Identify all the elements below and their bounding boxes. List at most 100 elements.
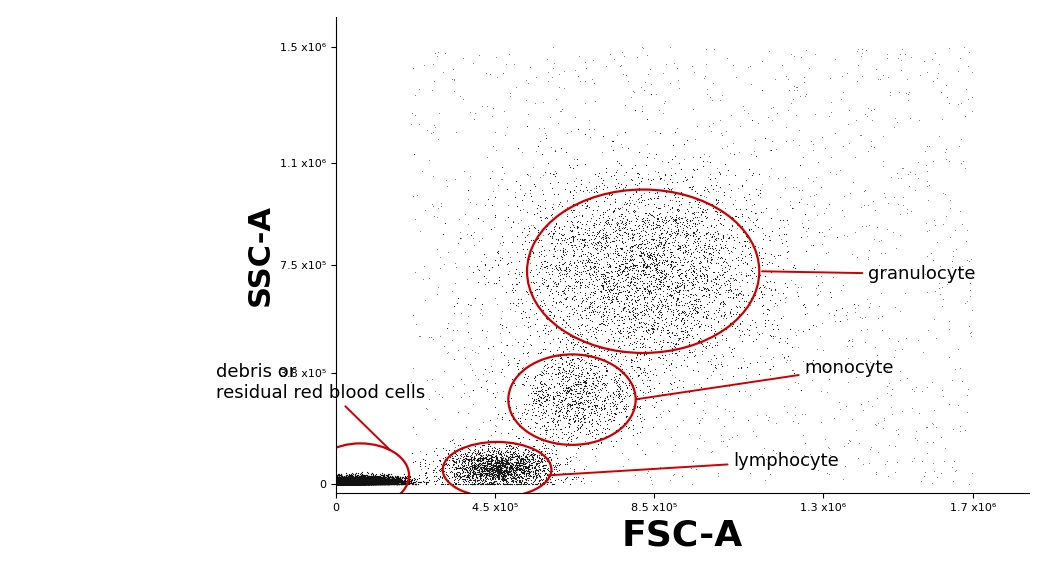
Point — [355, 470, 372, 479]
Point — [534, 401, 551, 411]
Point — [793, 385, 810, 394]
Point — [698, 89, 715, 99]
Point — [626, 321, 643, 330]
Point — [561, 419, 578, 428]
Point — [640, 355, 657, 364]
Point — [740, 325, 757, 335]
Point — [547, 391, 564, 400]
Point — [344, 474, 361, 484]
Point — [963, 327, 980, 336]
Point — [339, 476, 356, 485]
Point — [662, 248, 678, 257]
Point — [520, 475, 537, 484]
Point — [354, 477, 371, 487]
Point — [352, 477, 369, 486]
Point — [681, 198, 698, 207]
Point — [511, 205, 528, 214]
Point — [854, 314, 870, 323]
Point — [625, 310, 642, 320]
Point — [343, 476, 360, 485]
Point — [546, 229, 563, 238]
Point — [554, 255, 571, 264]
Point — [368, 479, 384, 488]
Point — [357, 475, 374, 484]
Point — [329, 476, 345, 485]
Point — [364, 476, 381, 485]
Point — [712, 219, 729, 229]
Point — [359, 477, 376, 487]
Point — [698, 337, 715, 346]
Point — [366, 475, 383, 484]
Point — [346, 477, 363, 487]
Point — [335, 478, 352, 487]
Point — [853, 131, 869, 140]
Point — [345, 475, 362, 484]
Point — [539, 281, 555, 290]
Point — [652, 129, 669, 138]
Point — [336, 476, 353, 485]
Point — [332, 479, 349, 488]
Point — [338, 476, 355, 485]
Point — [343, 480, 360, 489]
Point — [656, 249, 673, 259]
Point — [345, 478, 362, 488]
Point — [380, 479, 397, 488]
Point — [338, 478, 355, 487]
Point — [342, 479, 359, 488]
Point — [330, 477, 346, 486]
Point — [471, 464, 488, 473]
Point — [652, 272, 669, 281]
Point — [706, 315, 722, 324]
Point — [339, 478, 356, 488]
Point — [660, 321, 677, 330]
Point — [340, 478, 357, 487]
Point — [352, 477, 369, 486]
Point — [564, 360, 581, 369]
Point — [539, 261, 555, 270]
Point — [892, 55, 909, 64]
Point — [350, 480, 366, 489]
Point — [337, 480, 354, 489]
Point — [510, 451, 527, 460]
Point — [345, 476, 362, 485]
Point — [634, 106, 651, 115]
Point — [646, 317, 663, 327]
Point — [376, 479, 393, 488]
Point — [342, 478, 359, 487]
Point — [345, 477, 362, 487]
Point — [339, 475, 356, 484]
Point — [357, 470, 374, 480]
Point — [336, 478, 353, 487]
Point — [466, 467, 483, 476]
Point — [352, 475, 369, 484]
Point — [344, 478, 361, 487]
Point — [510, 472, 527, 481]
Point — [605, 415, 622, 425]
Point — [336, 478, 353, 487]
Point — [331, 476, 348, 485]
Point — [373, 478, 390, 488]
Point — [498, 454, 514, 463]
Point — [530, 248, 547, 257]
Point — [814, 227, 831, 237]
Point — [360, 477, 377, 486]
Point — [353, 479, 370, 488]
Point — [330, 476, 346, 485]
Point — [442, 480, 459, 489]
Point — [489, 246, 506, 256]
Point — [338, 480, 355, 489]
Point — [791, 186, 807, 195]
Point — [510, 461, 527, 470]
Point — [328, 473, 344, 483]
Point — [358, 478, 375, 487]
Point — [363, 478, 380, 488]
Point — [355, 479, 372, 488]
Point — [335, 477, 352, 486]
Point — [509, 302, 526, 311]
Point — [880, 471, 897, 480]
Point — [708, 206, 724, 216]
Point — [589, 419, 606, 428]
Point — [542, 338, 559, 347]
Point — [390, 476, 406, 485]
Point — [364, 479, 381, 488]
